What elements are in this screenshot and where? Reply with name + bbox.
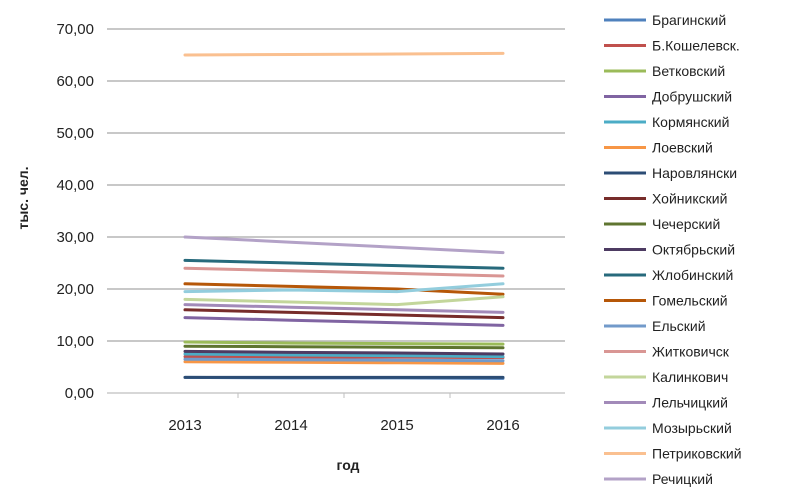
legend-label: Кормянский: [652, 114, 729, 130]
series-line: [183, 360, 505, 365]
series-line: [183, 266, 505, 278]
y-tick-label: 40,00: [56, 177, 94, 194]
x-axis-ticks: 2013 2014 2015 2016: [168, 393, 520, 434]
legend-label: Калинкович: [652, 369, 728, 385]
y-tick-label: 10,00: [56, 333, 94, 350]
legend-label: Добрушский: [652, 89, 732, 105]
legend-label: Ельский: [652, 318, 706, 334]
series-lines: [183, 51, 505, 380]
series-line: [183, 316, 505, 327]
legend-label: Хойникский: [652, 191, 727, 207]
series-line: [183, 340, 505, 346]
legend-label: Октябрьский: [652, 242, 735, 258]
legend: Брагинский Б.Кошелевск. Ветковский Добрушск…: [604, 12, 742, 487]
series-line: [183, 282, 505, 294]
y-tick-label: 60,00: [56, 73, 94, 90]
series-line: [183, 308, 505, 320]
series-line: [183, 258, 505, 270]
legend-label: Петриковский: [652, 446, 742, 462]
series-line: [183, 282, 505, 296]
legend-label: Лоевский: [652, 140, 713, 156]
legend-label: Чечерский: [652, 216, 720, 232]
series-line: [183, 349, 505, 356]
x-tick-label: 2016: [486, 417, 519, 434]
series-line: [183, 357, 505, 363]
y-tick-label: 70,00: [56, 21, 94, 38]
legend-label: Мозырьский: [652, 420, 732, 436]
legend-label: Житковичск: [652, 344, 730, 360]
legend-label: Б.Кошелевск.: [652, 38, 740, 54]
series-line: [183, 352, 505, 359]
series-line: [183, 51, 505, 57]
series-line: [183, 303, 505, 314]
series-line: [183, 235, 505, 255]
y-axis-title: тыс. чел.: [15, 166, 31, 229]
x-axis-title: год: [337, 457, 360, 473]
y-tick-label: 20,00: [56, 281, 94, 298]
y-tick-label: 30,00: [56, 229, 94, 246]
x-tick-label: 2013: [168, 417, 201, 434]
legend-label: Гомельский: [652, 293, 728, 309]
x-tick-label: 2014: [274, 417, 307, 434]
series-line: [183, 344, 505, 350]
legend-label: Лельчицкий: [652, 395, 728, 411]
x-tick-label: 2015: [380, 417, 413, 434]
y-axis-ticks: 0,00 10,00 20,00 30,00 40,00 50,00 60,00 70,00: [56, 21, 94, 402]
y-tick-label: 0,00: [65, 385, 94, 402]
series-line: [183, 295, 505, 307]
legend-label: Наровлянски: [652, 165, 737, 181]
legend-label: Речицкий: [652, 471, 713, 487]
legend-label: Брагинский: [652, 12, 726, 28]
y-tick-label: 50,00: [56, 125, 94, 142]
legend-label: Ветковский: [652, 63, 725, 79]
gridlines: [107, 28, 565, 394]
legend-label: Жлобинский: [652, 267, 733, 283]
